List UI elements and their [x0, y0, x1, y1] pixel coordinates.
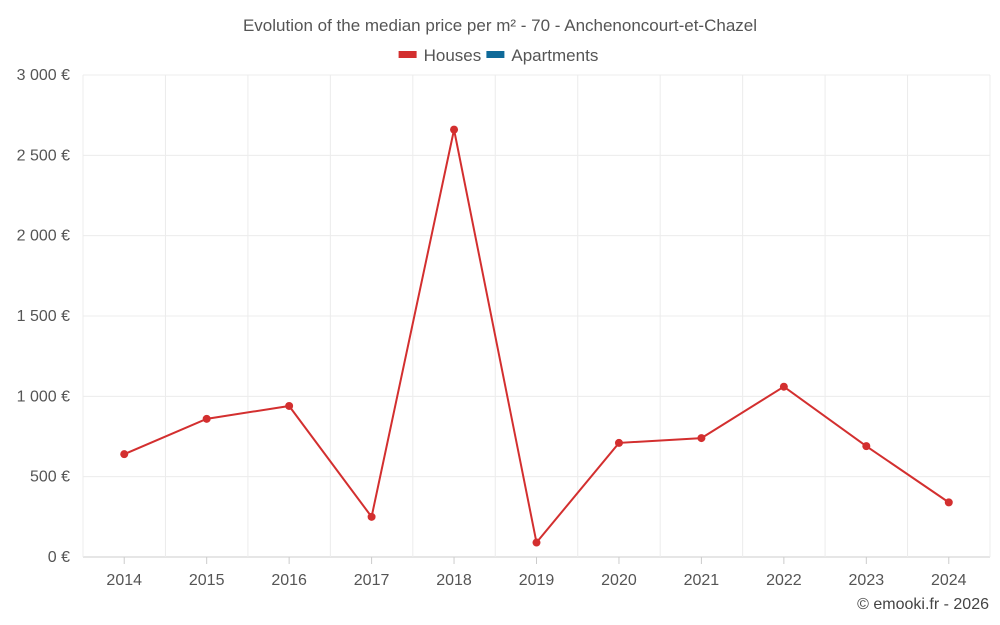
data-point-houses[interactable] — [120, 450, 129, 459]
legend-item-apartments[interactable]: Apartments — [486, 46, 598, 65]
y-tick-label: 1 000 € — [17, 388, 70, 405]
data-point-houses[interactable] — [779, 382, 788, 391]
data-point-houses[interactable] — [450, 125, 459, 134]
x-axis: 2014 2015 2016 2017 2018 2019 2020 2021 2022 2023… — [106, 557, 967, 589]
y-tick-label: 0 € — [48, 549, 70, 566]
grid — [82, 74, 991, 558]
chart-title: Evolution of the median price per m² - 7… — [243, 16, 757, 35]
legend-swatch — [398, 51, 417, 58]
y-axis: 0 € 500 € 1 000 € 1 500 € 2 000 € 2 500 € 3 00… — [17, 67, 70, 566]
y-tick-label: 2 000 € — [17, 228, 70, 245]
legend-label: Houses — [424, 46, 482, 65]
legend-label: Apartments — [511, 46, 598, 65]
legend-swatch — [486, 51, 505, 58]
x-tick-label: 2021 — [684, 572, 720, 589]
x-tick-label: 2015 — [189, 572, 225, 589]
data-point-houses[interactable] — [697, 434, 706, 443]
y-tick-label: 3 000 € — [17, 67, 70, 84]
x-tick-label: 2022 — [766, 572, 802, 589]
data-point-houses[interactable] — [367, 512, 376, 521]
x-tick-label: 2016 — [271, 572, 307, 589]
x-tick-label: 2019 — [519, 572, 555, 589]
y-tick-label: 500 € — [30, 469, 70, 486]
x-tick-label: 2023 — [849, 572, 885, 589]
series-layer — [120, 125, 953, 547]
credit-text: © emooki.fr - 2026 — [857, 596, 989, 613]
y-tick-label: 2 500 € — [17, 147, 70, 164]
data-point-houses[interactable] — [532, 538, 541, 547]
x-tick-label: 2017 — [354, 572, 390, 589]
data-point-houses[interactable] — [202, 414, 211, 423]
data-point-houses[interactable] — [862, 442, 871, 451]
x-tick-label: 2024 — [931, 572, 967, 589]
x-tick-label: 2014 — [106, 572, 142, 589]
x-tick-label: 2020 — [601, 572, 637, 589]
legend-item-houses[interactable]: Houses — [398, 46, 482, 65]
legend: Houses Apartments — [398, 46, 598, 65]
data-point-houses[interactable] — [944, 498, 953, 507]
y-tick-label: 1 500 € — [17, 308, 70, 325]
x-tick-label: 2018 — [436, 572, 472, 589]
data-point-houses[interactable] — [285, 401, 294, 410]
data-point-houses[interactable] — [614, 438, 623, 447]
